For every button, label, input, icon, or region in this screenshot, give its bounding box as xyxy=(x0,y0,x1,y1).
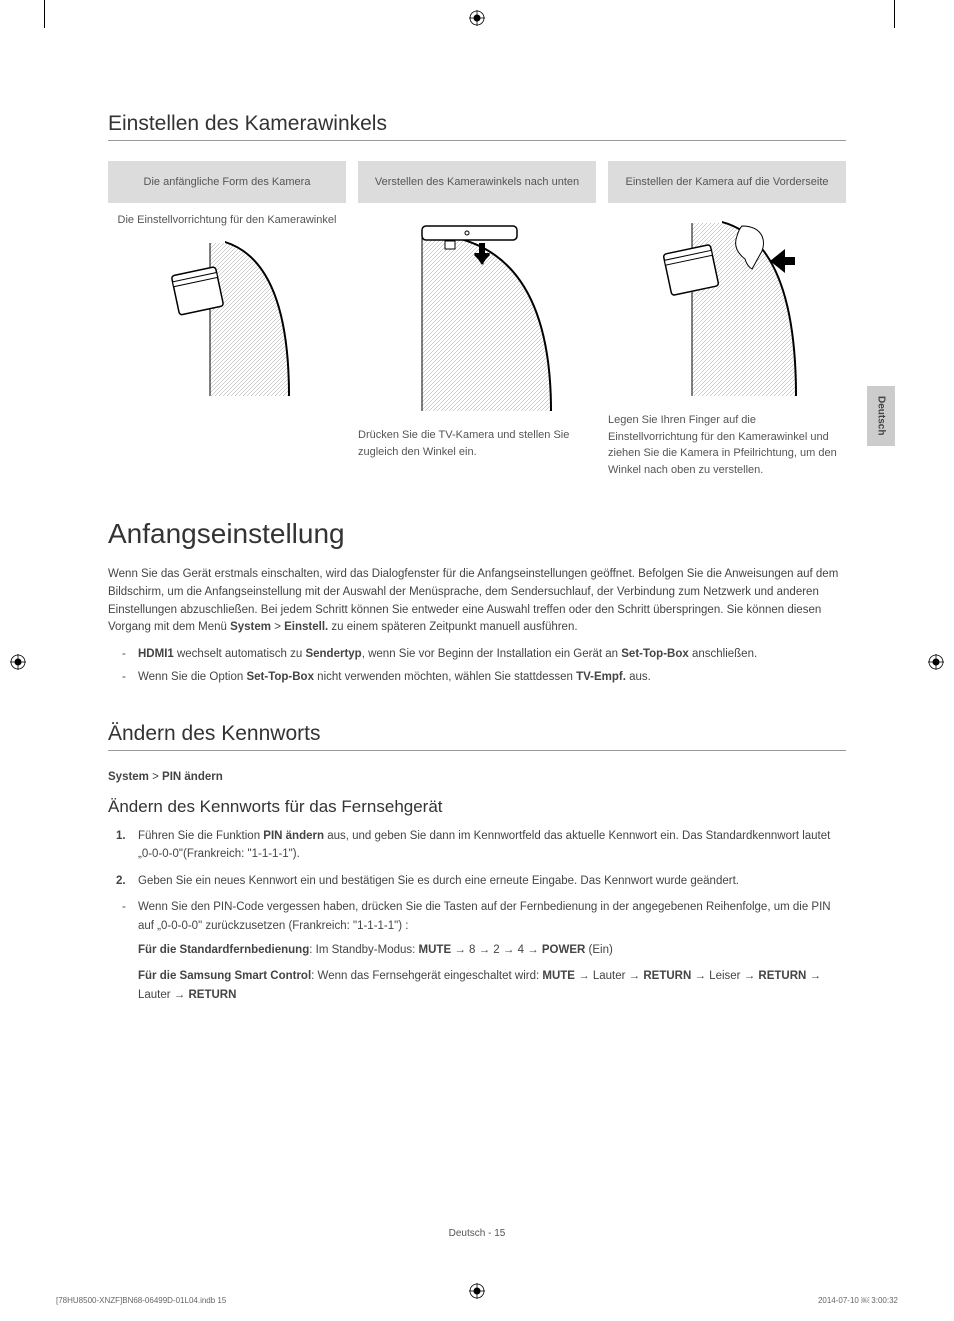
registration-mark-icon xyxy=(469,10,485,26)
registration-mark-icon xyxy=(928,654,944,670)
language-tab-label: Deutsch xyxy=(876,396,887,435)
camera-col-3: Einstellen der Kamera auf die Vorderseit… xyxy=(608,161,846,478)
registration-mark-icon xyxy=(10,654,26,670)
change-password-heading: Ändern des Kennworts xyxy=(108,722,846,751)
initial-setup-heading: Anfangseinstellung xyxy=(108,518,846,550)
col1-sublabel: Die Einstellvorrichtung für den Kamerawi… xyxy=(108,203,346,235)
list-item: Geben Sie ein neues Kennwort ein und bes… xyxy=(108,872,846,890)
list-item: Führen Sie die Funktion PIN ändern aus, … xyxy=(108,827,846,864)
pin-reset-note: Wenn Sie den PIN-Code vergessen haben, d… xyxy=(108,898,846,935)
col2-header: Verstellen des Kamerawinkels nach unten xyxy=(358,161,596,203)
col3-image xyxy=(608,203,846,404)
list-item: Wenn Sie die Option Set-Top-Box nicht ve… xyxy=(108,668,846,686)
initial-setup-body: Wenn Sie das Gerät erstmals einschalten,… xyxy=(108,566,846,637)
col1-header: Die anfängliche Form des Kamera xyxy=(108,161,346,203)
crop-mark xyxy=(894,0,895,28)
camera-col-1: Die anfängliche Form des Kamera Die Eins… xyxy=(108,161,346,478)
smart-control-sequence: Für die Samsung Smart Control: Wenn das … xyxy=(108,967,846,1006)
password-breadcrumb: System > PIN ändern xyxy=(108,771,846,783)
print-timestamp: 2014-07-10 ￼ 3:00:32 xyxy=(818,1296,898,1305)
page-footer: Deutsch - 15 xyxy=(0,1228,954,1239)
camera-angle-heading: Einstellen des Kamerawinkels xyxy=(108,112,846,141)
col2-image xyxy=(358,203,596,419)
col2-caption: Drücken Sie die TV-Kamera und stellen Si… xyxy=(358,419,596,460)
registration-mark-icon xyxy=(469,1283,485,1299)
list-item: HDMI1 wechselt automatisch zu Sendertyp,… xyxy=(108,645,846,663)
crop-mark xyxy=(44,0,45,28)
camera-columns: Die anfängliche Form des Kamera Die Eins… xyxy=(108,161,846,478)
col3-caption: Legen Sie Ihren Finger auf die Einstellv… xyxy=(608,404,846,478)
col1-image xyxy=(108,235,346,410)
password-steps: Führen Sie die Funktion PIN ändern aus, … xyxy=(108,827,846,890)
standard-remote-sequence: Für die Standardfernbedienung: Im Standb… xyxy=(108,941,846,961)
camera-col-2: Verstellen des Kamerawinkels nach unten … xyxy=(358,161,596,478)
initial-setup-bullets: HDMI1 wechselt automatisch zu Sendertyp,… xyxy=(108,645,846,686)
col3-header: Einstellen der Kamera auf die Vorderseit… xyxy=(608,161,846,203)
language-tab: Deutsch xyxy=(867,386,895,446)
change-password-subheading: Ändern des Kennworts für das Fernsehgerä… xyxy=(108,797,846,817)
indd-filename: [78HU8500-XNZF]BN68-06499D-01L04.indb 15 xyxy=(56,1296,226,1305)
page-content: Einstellen des Kamerawinkels Die anfängl… xyxy=(108,112,846,1012)
